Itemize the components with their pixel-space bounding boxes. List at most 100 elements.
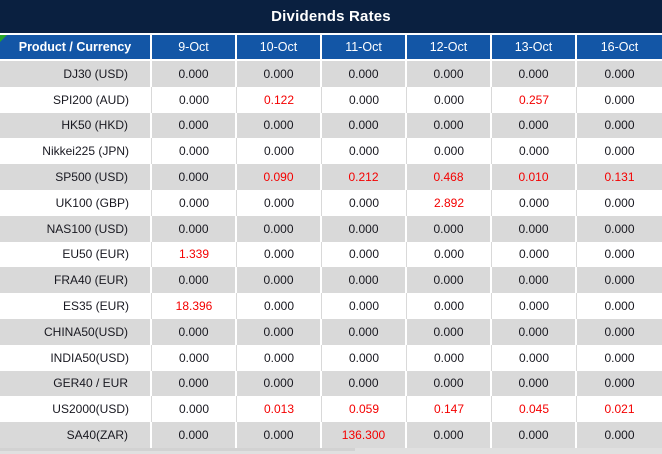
date-column-header[interactable]: 10-Oct — [237, 35, 322, 59]
product-cell[interactable]: EU50 (EUR) — [0, 241, 152, 268]
value-cell[interactable]: 0.000 — [604, 118, 635, 133]
value-cell[interactable]: 0.000 — [152, 267, 237, 294]
value-cell[interactable]: 18.396 — [152, 293, 237, 319]
value-cell[interactable]: 0.000 — [407, 370, 492, 397]
value-cell[interactable]: 0.000 — [152, 61, 237, 87]
value-cell[interactable]: 0.122 — [237, 86, 322, 113]
value-cell[interactable]: 0.000 — [492, 112, 577, 139]
value-cell[interactable]: 0.000 — [492, 318, 577, 345]
value-cell[interactable]: 0.000 — [237, 293, 322, 319]
value-cell[interactable]: 0.000 — [407, 293, 492, 319]
product-cell[interactable]: FRA40 (EUR) — [0, 267, 152, 294]
value-cell[interactable]: 0.021 — [604, 402, 635, 417]
value-cell[interactable]: 0.000 — [492, 344, 577, 371]
product-cell[interactable]: SP500 (USD) — [0, 164, 152, 190]
value-cell[interactable]: 0.000 — [492, 241, 577, 268]
value-cell[interactable]: 0.000 — [407, 267, 492, 294]
value-cell[interactable]: 0.000 — [152, 422, 237, 448]
value-cell[interactable]: 0.000 — [237, 215, 322, 242]
value-cell[interactable]: 0.000 — [152, 189, 237, 216]
value-cell[interactable]: 2.892 — [407, 189, 492, 216]
value-cell[interactable]: 0.000 — [237, 267, 322, 294]
value-cell[interactable]: 0.000 — [237, 61, 322, 87]
value-cell[interactable]: 0.000 — [152, 138, 237, 165]
value-cell[interactable]: 0.013 — [237, 396, 322, 423]
value-cell[interactable]: 0.000 — [322, 189, 407, 216]
value-cell[interactable]: 0.000 — [492, 189, 577, 216]
value-cell[interactable]: 0.059 — [322, 396, 407, 423]
value-cell[interactable]: 0.000 — [322, 61, 407, 87]
value-cell[interactable]: 0.000 — [322, 293, 407, 319]
value-cell[interactable]: 0.000 — [322, 86, 407, 113]
date-column-header[interactable]: 16-Oct — [600, 40, 639, 54]
product-cell[interactable]: NAS100 (USD) — [0, 215, 152, 242]
value-cell[interactable]: 0.000 — [604, 299, 635, 314]
value-cell[interactable]: 0.000 — [407, 215, 492, 242]
value-cell[interactable]: 0.000 — [152, 215, 237, 242]
value-cell[interactable]: 0.468 — [407, 164, 492, 190]
value-cell[interactable]: 0.147 — [407, 396, 492, 423]
value-cell[interactable]: 0.000 — [492, 267, 577, 294]
value-cell[interactable]: 0.000 — [407, 61, 492, 87]
value-cell[interactable]: 0.000 — [492, 215, 577, 242]
value-cell[interactable]: 0.000 — [152, 318, 237, 345]
value-cell[interactable]: 0.000 — [407, 86, 492, 113]
value-cell[interactable]: 1.339 — [152, 241, 237, 268]
value-cell[interactable]: 0.045 — [492, 396, 577, 423]
product-cell[interactable]: ES35 (EUR) — [0, 293, 152, 319]
value-cell[interactable]: 0.000 — [604, 144, 635, 159]
value-cell[interactable]: 0.000 — [322, 215, 407, 242]
value-cell[interactable]: 0.000 — [152, 164, 237, 190]
value-cell[interactable]: 0.000 — [322, 370, 407, 397]
date-column-header[interactable]: 11-Oct — [322, 35, 407, 59]
product-cell[interactable]: INDIA50(USD) — [0, 344, 152, 371]
value-cell[interactable]: 0.212 — [322, 164, 407, 190]
date-column-header[interactable]: 13-Oct — [492, 35, 577, 59]
value-cell[interactable]: 0.090 — [237, 164, 322, 190]
value-cell[interactable]: 0.000 — [322, 241, 407, 268]
value-cell[interactable]: 0.000 — [237, 370, 322, 397]
value-cell[interactable]: 0.000 — [492, 61, 577, 87]
value-cell[interactable]: 0.000 — [407, 241, 492, 268]
product-currency-header[interactable]: Product / Currency — [0, 35, 152, 59]
value-cell[interactable]: 0.000 — [604, 221, 635, 236]
value-cell[interactable]: 0.000 — [322, 318, 407, 345]
value-cell[interactable]: 0.000 — [407, 318, 492, 345]
value-cell[interactable]: 0.000 — [604, 273, 635, 288]
value-cell[interactable]: 0.000 — [322, 138, 407, 165]
value-cell[interactable]: 0.000 — [237, 138, 322, 165]
value-cell[interactable]: 0.000 — [604, 376, 635, 391]
value-cell[interactable]: 0.010 — [492, 164, 577, 190]
value-cell[interactable]: 0.000 — [322, 267, 407, 294]
product-cell[interactable]: SPI200 (AUD) — [0, 86, 152, 113]
value-cell[interactable]: 0.000 — [407, 422, 492, 448]
value-cell[interactable]: 0.000 — [407, 112, 492, 139]
value-cell[interactable]: 0.000 — [492, 370, 577, 397]
value-cell[interactable]: 0.000 — [407, 344, 492, 371]
value-cell[interactable]: 0.000 — [492, 138, 577, 165]
value-cell[interactable]: 0.000 — [604, 247, 635, 262]
value-cell[interactable]: 0.000 — [237, 318, 322, 345]
value-cell[interactable]: 0.000 — [407, 138, 492, 165]
value-cell[interactable]: 0.000 — [152, 86, 237, 113]
product-cell[interactable]: UK100 (GBP) — [0, 189, 152, 216]
value-cell[interactable]: 0.000 — [322, 112, 407, 139]
value-cell[interactable]: 0.000 — [604, 195, 635, 210]
product-cell[interactable]: CHINA50(USD) — [0, 318, 152, 345]
value-cell[interactable]: 0.000 — [237, 112, 322, 139]
product-cell[interactable]: Nikkei225 (JPN) — [0, 138, 152, 165]
value-cell[interactable]: 0.000 — [152, 344, 237, 371]
product-cell[interactable]: DJ30 (USD) — [0, 61, 152, 87]
value-cell[interactable]: 0.000 — [322, 344, 407, 371]
value-cell[interactable]: 0.131 — [604, 170, 635, 185]
value-cell[interactable]: 0.000 — [152, 112, 237, 139]
value-cell[interactable]: 0.000 — [604, 324, 635, 339]
value-cell[interactable]: 0.000 — [604, 92, 635, 107]
date-column-header[interactable]: 9-Oct — [152, 35, 237, 59]
date-column-header[interactable]: 12-Oct — [407, 35, 492, 59]
value-cell[interactable]: 0.000 — [237, 241, 322, 268]
value-cell[interactable]: 0.000 — [237, 189, 322, 216]
value-cell[interactable]: 0.000 — [237, 344, 322, 371]
value-cell[interactable]: 0.000 — [604, 350, 635, 365]
value-cell[interactable]: 0.000 — [604, 428, 635, 443]
